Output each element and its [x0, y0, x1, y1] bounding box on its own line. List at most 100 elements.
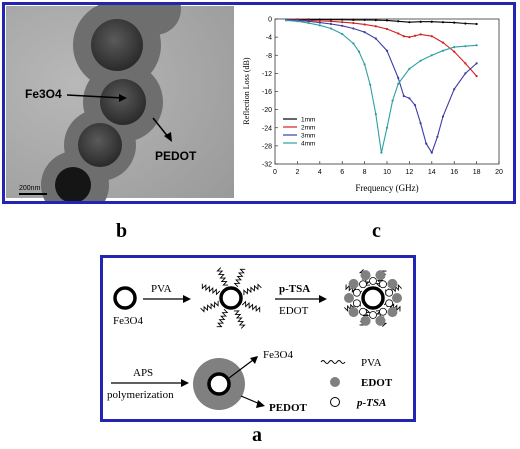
x-tick-label: 4	[318, 169, 322, 176]
series-point-3mm	[453, 88, 456, 91]
series-point-3mm	[408, 97, 411, 100]
scale-bar-label: 200nm	[19, 185, 41, 192]
series-point-4mm	[307, 21, 310, 25]
legend-label-4mm: 4mm	[301, 141, 315, 148]
edot-core	[361, 286, 385, 310]
particle-core	[91, 19, 143, 71]
product-fe3o4-core	[207, 372, 231, 396]
ptsa-bead	[352, 299, 361, 308]
scheme-svg: Fe3O4 PVA p-TSA EDOT APS polymerization …	[107, 267, 402, 414]
step3-reagent-top: APS	[133, 367, 153, 379]
series-point-3mm	[464, 72, 467, 75]
fe3o4-cores	[55, 19, 146, 203]
scheme-frame: Fe3O4 PVA p-TSA EDOT APS polymerization …	[100, 255, 416, 422]
ptsa-bead	[385, 288, 394, 297]
series-point-4mm	[341, 32, 344, 36]
step3-arrow-head	[181, 379, 189, 387]
x-tick-label: 18	[473, 169, 481, 176]
product-core-label: Fe3O4	[263, 349, 293, 361]
series-point-3mm	[341, 24, 344, 27]
legend-pva-symbol	[320, 360, 346, 364]
series-point-3mm	[419, 122, 422, 125]
pva-coated-particle	[200, 267, 262, 329]
ptsa-bead	[369, 277, 377, 285]
x-tick-label: 20	[495, 169, 503, 176]
series-point-4mm	[397, 82, 400, 85]
y-tick-label: -24	[262, 125, 272, 132]
series-point-4mm	[430, 54, 433, 57]
pva-chain	[233, 268, 246, 288]
x-tick-label: 12	[406, 169, 414, 176]
pva-chain	[216, 267, 229, 286]
x-tick-label: 6	[340, 169, 344, 176]
plot-area	[274, 18, 500, 165]
reflection-loss-chart: 0 2 4 6 8 10 12 14 16 18 20 0 -4 -8 -12 -16 -20 -24 -28 -32…	[242, 17, 503, 194]
series-point-2mm	[419, 33, 422, 36]
series-point-2mm	[341, 21, 344, 24]
core-arrow-head	[119, 94, 127, 102]
series-point-1mm	[430, 20, 433, 23]
series-point-2mm	[397, 32, 400, 35]
series-point-4mm	[419, 59, 422, 62]
series-point-2mm	[441, 41, 445, 44]
x-axis-label: Frequency (GHz)	[355, 183, 418, 193]
series-point-4mm	[352, 42, 355, 45]
series-point-1mm	[374, 19, 377, 22]
series-point-4mm	[363, 63, 366, 66]
series-point-1mm	[464, 22, 467, 25]
series-point-4mm	[296, 20, 299, 23]
product-core-arrow-head	[250, 356, 258, 364]
series-point-4mm	[357, 50, 361, 53]
shell-arrow-head	[164, 132, 172, 142]
series-point-3mm	[363, 31, 366, 34]
series-point-2mm	[363, 23, 366, 26]
x-tick-label: 0	[273, 169, 277, 176]
edot-bead	[387, 278, 398, 289]
tem-shell-label: PEDOT	[155, 149, 197, 163]
series-point-1mm	[408, 21, 411, 24]
series-line-3mm	[286, 19, 477, 154]
series-point-2mm	[413, 34, 417, 37]
series-point-3mm	[425, 142, 428, 145]
pva-chain	[233, 310, 246, 329]
ptsa-bead	[359, 280, 367, 289]
ptsa-bead	[352, 288, 361, 297]
series-point-1mm	[363, 18, 366, 22]
particle-core	[100, 79, 146, 125]
y-tick-label: -20	[262, 107, 272, 114]
step3-reagent-bottom: polymerization	[107, 389, 174, 401]
series-point-1mm	[397, 20, 400, 23]
core-arrow	[66, 94, 124, 99]
series-point-4mm	[464, 45, 467, 48]
x-tick-label: 14	[428, 169, 436, 176]
step2-arrow-head	[319, 295, 327, 303]
step1-reagent: PVA	[151, 283, 172, 295]
tem-image: Fe3O4 PEDOT 200nm	[6, 0, 234, 219]
product-shell-arrow-head	[256, 400, 265, 408]
y-tick-label: -28	[262, 143, 272, 150]
legend-edot-label: EDOT	[361, 377, 393, 389]
y-axis-label: Reflection Loss (dB)	[242, 57, 251, 124]
bare-particle-label: Fe3O4	[113, 315, 143, 327]
series-point-2mm	[374, 25, 377, 28]
series-point-4mm	[369, 83, 372, 86]
step1-arrow-head	[183, 295, 191, 303]
series-point-3mm	[436, 135, 439, 138]
edot-bead	[375, 315, 386, 326]
tem-core-label: Fe3O4	[25, 87, 62, 101]
particle-core	[78, 123, 122, 167]
series-point-2mm	[402, 35, 405, 38]
series-point-3mm	[329, 22, 333, 26]
series-point-3mm	[402, 94, 405, 98]
series-point-2mm	[318, 19, 321, 22]
particle-core	[55, 167, 91, 203]
chart-ticks: 0 2 4 6 8 10 12 14 16 18 20 0 -4 -8 -12 -16 -20 -24 -28 -32	[262, 17, 503, 177]
top-figure-svg: Fe3O4 PEDOT 200nm 0 2 4 6 8 10 12 14 16 18 20 0 -4 -8…	[6, 0, 503, 219]
ptsa-bead	[379, 280, 387, 289]
y-tick-label: -8	[266, 53, 272, 60]
panel-label-a: a	[252, 424, 262, 446]
y-tick-label: -4	[266, 35, 272, 42]
series-point-3mm	[397, 76, 400, 80]
legend-ptsa-symbol	[330, 397, 340, 407]
